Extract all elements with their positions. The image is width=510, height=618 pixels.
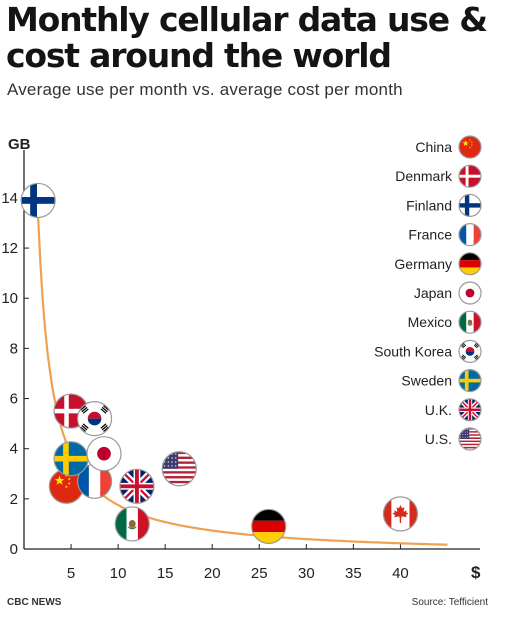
data-point-mexico xyxy=(114,506,150,542)
chart-legend: China Denmark Finland France Germany Japan Mex… xyxy=(374,135,482,451)
y-tick-label: 8 xyxy=(10,340,18,357)
us-point-icon-outline xyxy=(161,451,197,487)
data-point-south-korea xyxy=(76,400,113,437)
y-tick-label: 14 xyxy=(1,190,18,207)
canada-point-icon-outline xyxy=(382,496,419,532)
legend-label: Sweden xyxy=(401,373,452,389)
legend-label: Japan xyxy=(414,285,452,301)
footer-source: Source: Tefficient xyxy=(411,597,488,608)
legend-label: Finland xyxy=(406,197,452,213)
x-tick-label: 30 xyxy=(298,565,315,582)
legend-item-finland: Finland xyxy=(406,193,482,217)
finland-point-icon-outline xyxy=(20,182,56,219)
legend-label: China xyxy=(415,139,452,155)
chart-title: Monthly cellular data use & cost around … xyxy=(6,0,488,75)
legend-label: Mexico xyxy=(408,314,453,330)
chart-axes: GB $0 2 4 6 8 10 12 14 5 10 15 20 25 30 35 40 xyxy=(1,136,481,582)
legend-item-france: France xyxy=(408,223,482,247)
y-tick-label: 10 xyxy=(1,290,18,307)
legend-label: Germany xyxy=(394,256,452,272)
france-legend-icon-outline xyxy=(458,223,482,247)
us-legend-icon-outline xyxy=(458,427,482,451)
y-tick-label: 6 xyxy=(10,391,18,408)
south-korea-point-icon-outline xyxy=(76,400,113,437)
scatter-chart: GB $0 2 4 6 8 10 12 14 5 10 15 20 25 30 35 40 China Denma… xyxy=(1,135,482,582)
data-point-uk xyxy=(119,468,155,504)
x-tick-label: 10 xyxy=(110,565,127,582)
data-point-sweden xyxy=(53,441,89,477)
data-point-canada xyxy=(382,496,419,532)
x-tick-label: 5 xyxy=(67,565,75,582)
uk-legend-icon-outline xyxy=(458,398,482,422)
trend-curve-layer xyxy=(37,216,448,546)
south-korea-legend-icon-outline xyxy=(458,339,482,363)
legend-label: U.S. xyxy=(425,431,452,447)
x-tick-label: 40 xyxy=(392,565,409,582)
y-tick-label: 0 xyxy=(10,541,18,558)
legend-item-south-korea: South Korea xyxy=(374,339,482,363)
data-point-us xyxy=(161,451,197,487)
y-tick-label: 12 xyxy=(1,240,18,257)
legend-item-japan: Japan xyxy=(414,281,482,305)
y-axis-label: GB xyxy=(8,136,31,153)
chart-subtitle: Average use per month vs. average cost p… xyxy=(7,80,403,99)
data-point-germany xyxy=(251,508,287,545)
denmark-legend-icon-outline xyxy=(458,164,482,188)
legend-label: France xyxy=(408,227,452,243)
mexico-legend-icon-outline xyxy=(458,310,482,334)
trend-curve xyxy=(37,216,448,546)
legend-item-denmark: Denmark xyxy=(395,164,482,188)
data-point-finland xyxy=(20,182,56,219)
data-points xyxy=(20,182,419,545)
y-tick-label: 4 xyxy=(10,441,18,458)
legend-label: U.K. xyxy=(425,402,452,418)
x-tick-label: 15 xyxy=(157,565,174,582)
footer-credit: CBC NEWS xyxy=(7,597,62,608)
sweden-legend-icon-outline xyxy=(458,369,482,393)
y-tick-label: 2 xyxy=(10,491,18,508)
legend-item-us: U.S. xyxy=(425,427,482,451)
legend-label: South Korea xyxy=(374,343,452,359)
legend-item-mexico: Mexico xyxy=(408,310,482,334)
data-point-japan xyxy=(86,436,122,472)
japan-legend-icon-outline xyxy=(458,281,482,305)
legend-item-uk: U.K. xyxy=(425,398,482,422)
legend-label: Denmark xyxy=(395,168,453,184)
x-axis-label: $ xyxy=(471,563,481,582)
japan-point-icon-outline xyxy=(86,436,122,472)
x-tick-label: 25 xyxy=(251,565,268,582)
uk-point-icon-outline xyxy=(119,468,155,504)
mexico-point-icon-outline xyxy=(114,506,150,542)
legend-item-sweden: Sweden xyxy=(401,369,482,393)
legend-item-germany: Germany xyxy=(394,252,482,276)
x-tick-label: 20 xyxy=(204,565,221,582)
legend-item-china: China xyxy=(415,135,482,159)
x-tick-label: 35 xyxy=(345,565,362,582)
finland-legend-icon-outline xyxy=(458,193,482,217)
germany-point-icon-outline xyxy=(251,508,287,545)
china-legend-icon-outline xyxy=(458,135,482,159)
germany-legend-icon-outline xyxy=(458,252,482,276)
